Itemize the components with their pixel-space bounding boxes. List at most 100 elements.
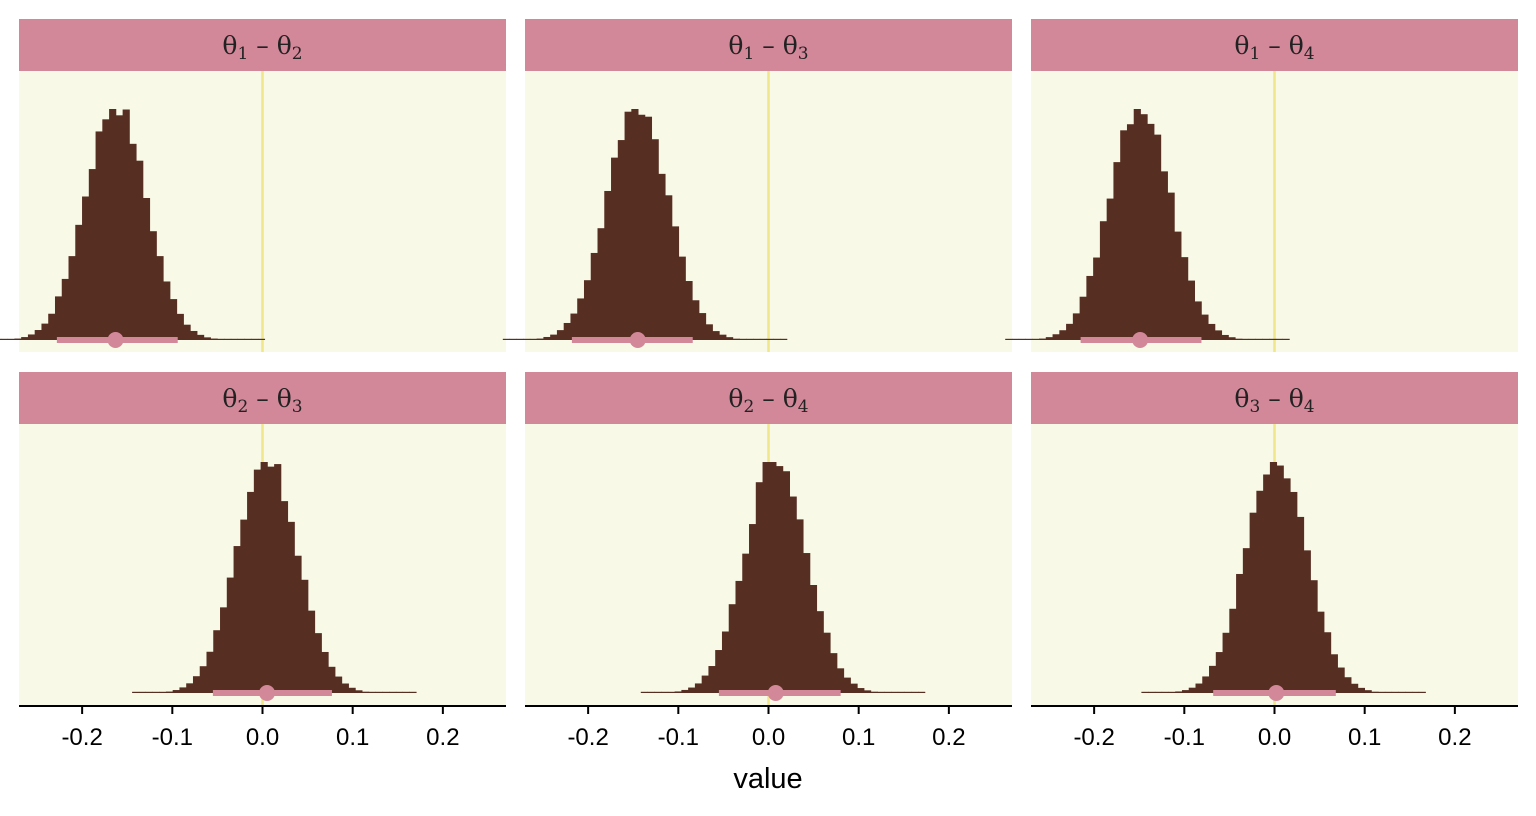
histogram-bar bbox=[766, 338, 774, 340]
histogram-bar bbox=[368, 691, 376, 693]
histogram-bar bbox=[742, 553, 750, 693]
histogram-bar bbox=[692, 300, 700, 340]
histogram-bar bbox=[701, 675, 709, 693]
histogram-bar bbox=[550, 334, 558, 340]
histogram-bar bbox=[661, 691, 669, 693]
histogram-bar bbox=[1235, 338, 1243, 340]
histogram-bar bbox=[1187, 280, 1195, 340]
histogram-bar bbox=[1147, 123, 1155, 340]
histogram-bar bbox=[183, 324, 191, 340]
histogram-bar bbox=[1405, 691, 1413, 693]
histogram-bar bbox=[776, 466, 784, 693]
histogram-bar bbox=[1228, 337, 1236, 340]
histogram-bar bbox=[226, 577, 234, 693]
histogram-bar bbox=[1174, 231, 1182, 340]
histogram-bar bbox=[712, 331, 720, 340]
histogram-bar bbox=[1236, 573, 1244, 693]
histogram-bar bbox=[240, 519, 248, 693]
histogram-bar bbox=[617, 140, 625, 340]
histogram-bar bbox=[1249, 512, 1257, 693]
histogram-bar bbox=[102, 119, 110, 340]
histogram-bar bbox=[651, 139, 659, 340]
histogram-bar bbox=[1099, 221, 1108, 340]
histogram-bar bbox=[307, 610, 316, 693]
histogram-bar bbox=[355, 690, 363, 693]
histogram-bar bbox=[705, 324, 713, 340]
histogram-bar bbox=[698, 313, 707, 340]
histogram-bar bbox=[1262, 338, 1270, 340]
histogram-bar bbox=[604, 190, 612, 340]
histogram-bar bbox=[244, 338, 252, 340]
facet-strip bbox=[1031, 372, 1518, 424]
histogram-bar bbox=[755, 482, 763, 693]
histogram-bar bbox=[82, 196, 90, 340]
histogram-bar bbox=[1018, 338, 1026, 340]
histogram-bar bbox=[877, 691, 885, 693]
histogram-bar bbox=[1167, 192, 1175, 340]
histogram-bar bbox=[911, 691, 919, 693]
histogram-bar bbox=[1208, 323, 1216, 340]
histogram-bar bbox=[773, 338, 781, 340]
histogram-bar bbox=[789, 496, 797, 693]
histogram-bar bbox=[75, 224, 83, 340]
histogram-bar bbox=[1371, 691, 1379, 693]
histogram-bar bbox=[897, 691, 905, 693]
histogram-bar bbox=[224, 338, 232, 340]
histogram-bar bbox=[1202, 676, 1210, 693]
histogram-bar bbox=[843, 677, 851, 693]
histogram-bar bbox=[694, 683, 703, 693]
histogram-bar bbox=[836, 668, 845, 693]
histogram-bar bbox=[409, 691, 417, 693]
x-tick-label: -0.2 bbox=[567, 724, 608, 751]
x-tick-label: 0.1 bbox=[842, 724, 875, 751]
histogram-bar bbox=[857, 688, 865, 693]
point-estimate bbox=[1268, 685, 1285, 701]
histogram-bar bbox=[732, 338, 740, 340]
histogram-bar bbox=[375, 691, 383, 693]
histogram-bar bbox=[1209, 665, 1217, 693]
histogram-bar bbox=[217, 338, 225, 340]
histogram-bar bbox=[348, 687, 356, 693]
histogram-bar bbox=[1296, 516, 1305, 693]
histogram-bar bbox=[1221, 334, 1229, 340]
histogram-bar bbox=[1398, 691, 1406, 693]
histogram-bar bbox=[803, 553, 811, 693]
facet-strip-label: θ2 – θ3 bbox=[222, 384, 302, 417]
panels-layer: θ1 – θ2 θ1 – θ3 θ1 – θ4 θ2 – θ3 -0.2 -0.1 0.0 0… bbox=[0, 19, 1518, 751]
histogram-bar bbox=[172, 690, 180, 693]
histogram-bar bbox=[61, 278, 69, 340]
histogram-bar bbox=[891, 691, 899, 693]
histogram-bar bbox=[1214, 330, 1223, 340]
histogram-bar bbox=[577, 298, 585, 340]
histogram-bar bbox=[708, 666, 716, 693]
facet-panel: θ1 – θ4 bbox=[1005, 19, 1518, 352]
facet-panel: θ2 – θ3 -0.2 -0.1 0.0 0.1 0.2 bbox=[19, 372, 506, 751]
histogram-bar bbox=[1248, 338, 1256, 340]
histogram-bar bbox=[674, 691, 682, 693]
histogram-bar bbox=[780, 338, 788, 340]
histogram-bar bbox=[1086, 275, 1094, 340]
histogram-bar bbox=[556, 330, 565, 340]
histogram-bar bbox=[726, 337, 734, 340]
histogram-bar bbox=[190, 330, 198, 340]
histogram-bar bbox=[850, 683, 858, 693]
histogram-bar bbox=[159, 691, 167, 693]
histogram-bar bbox=[1175, 691, 1183, 693]
histogram-bar bbox=[1160, 171, 1168, 340]
histogram-bar bbox=[678, 256, 686, 340]
facet-panel: θ1 – θ3 bbox=[502, 19, 1012, 352]
histogram-bar bbox=[237, 338, 245, 340]
point-estimate bbox=[259, 685, 276, 701]
histogram-bar bbox=[109, 109, 117, 340]
histogram-bar bbox=[563, 322, 571, 340]
histogram-bar bbox=[1154, 691, 1163, 693]
histogram-bar bbox=[823, 632, 831, 693]
histogram-bar bbox=[7, 338, 15, 340]
histogram-bar bbox=[142, 197, 151, 340]
histogram-bar bbox=[1290, 491, 1298, 693]
histogram-bar bbox=[1364, 690, 1372, 693]
histogram-bar bbox=[715, 650, 723, 693]
histogram-bar bbox=[301, 579, 309, 693]
histogram-bar bbox=[163, 281, 171, 340]
histogram-bar bbox=[870, 691, 878, 693]
